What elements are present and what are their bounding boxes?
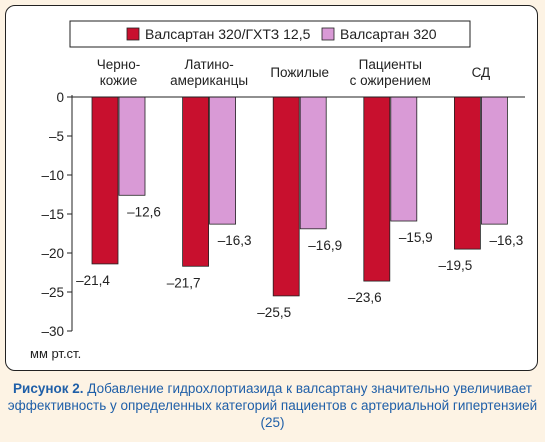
data-label: –23,6 — [348, 290, 382, 305]
data-label: –12,6 — [127, 204, 161, 219]
category-label: СД — [472, 65, 491, 80]
y-tick-label: –25 — [41, 285, 64, 300]
y-tick-label: –15 — [41, 207, 64, 222]
bar-2 — [390, 96, 418, 222]
data-label: –21,4 — [76, 273, 110, 288]
legend-swatch-1 — [126, 27, 140, 41]
data-label: –25,5 — [257, 305, 291, 320]
figure-caption: Рисунок 2. Добавление гидрохлортиазида к… — [0, 380, 545, 431]
category-label: Черно- — [97, 57, 140, 72]
y-tick-label: –20 — [41, 246, 64, 261]
bar-1 — [363, 96, 391, 282]
caption-text: Добавление гидрохлортиазида к валсартану… — [7, 381, 538, 430]
legend-swatch-2 — [321, 27, 335, 41]
data-label: –16,3 — [490, 233, 524, 248]
legend-label-1: Валсартан 320/ГХТЗ 12,5 — [145, 26, 311, 42]
category-label: американцы — [170, 73, 248, 88]
y-tick-label: 0 — [56, 90, 64, 105]
data-label: –21,7 — [167, 275, 201, 290]
bar-2 — [299, 96, 327, 230]
bar-1 — [272, 96, 300, 297]
y-tick-label: –5 — [49, 129, 64, 144]
y-tick-label: –10 — [41, 168, 64, 183]
category-label: с ожирением — [350, 73, 431, 88]
data-label: –19,5 — [439, 258, 473, 273]
category-label: Пожилые — [270, 65, 329, 80]
legend-label-2: Валсартан 320 — [340, 26, 437, 42]
y-tick-label: –30 — [41, 324, 64, 339]
caption-label: Рисунок 2. — [13, 381, 84, 396]
category-label: Латино- — [184, 57, 233, 72]
y-axis-label: мм рт.ст. — [30, 346, 81, 361]
bar-1 — [453, 96, 481, 250]
data-label: –16,3 — [218, 233, 252, 248]
bar-1 — [91, 96, 119, 265]
bar-2 — [118, 96, 146, 196]
bar-1 — [182, 96, 210, 267]
category-label: Пациенты — [359, 57, 422, 72]
bar-2 — [209, 96, 237, 225]
data-label: –16,9 — [308, 238, 342, 253]
plot-area: 0 –5 –10 –15 –20 –25 –30 мм рт.ст. Черно-кожие –2… — [30, 57, 525, 361]
legend: Валсартан 320/ГХТЗ 12,5 Валсартан 320 — [69, 20, 471, 48]
data-label: –15,9 — [399, 230, 433, 245]
bar-2 — [480, 96, 508, 225]
category-label: кожие — [100, 73, 138, 88]
bar-chart: Валсартан 320/ГХТЗ 12,5 Валсартан 320 0 –5… — [30, 20, 525, 361]
